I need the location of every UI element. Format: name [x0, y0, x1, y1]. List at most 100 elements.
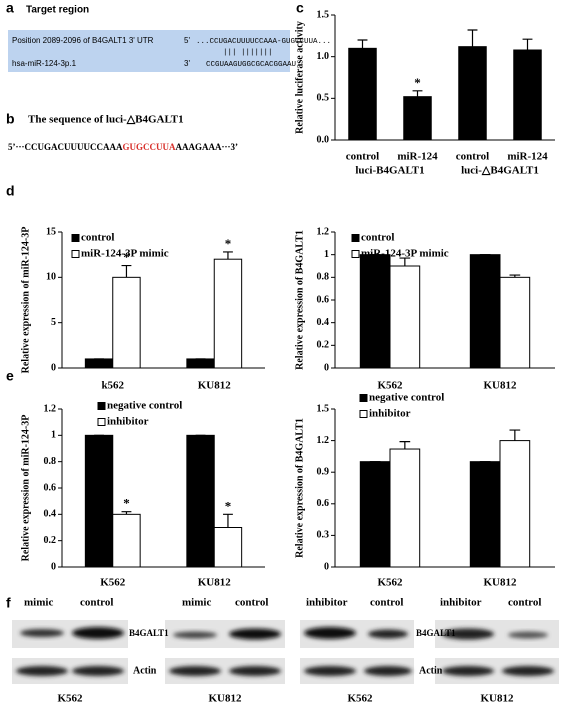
x-tick-label: miR-124 [507, 151, 548, 163]
panel-label: f [6, 595, 11, 611]
y-tick-label: 1.5 [317, 9, 330, 20]
y-tick-label: 1 [324, 249, 329, 260]
legend-label: inhibitor [107, 416, 149, 428]
row-label: Actin [419, 665, 443, 676]
bar [389, 265, 421, 369]
y-tick-label: 1.5 [317, 403, 330, 414]
x-tick-label: k562 [101, 380, 124, 392]
column-label: control [80, 597, 113, 609]
x-tick-label: control [456, 151, 489, 163]
group-label: luci-B4GALT1 [355, 165, 424, 177]
significance: * [414, 75, 421, 90]
error-bar [509, 429, 521, 441]
blot [165, 620, 285, 684]
y-tick-label: 1.2 [317, 226, 330, 237]
panel-label: b [6, 111, 15, 127]
error-bar [522, 38, 533, 50]
bar [112, 276, 141, 369]
error-bar [412, 90, 423, 97]
error-bar [399, 441, 411, 450]
row-label: Actin [133, 665, 157, 676]
y-tick-label: 0.8 [317, 272, 330, 283]
sequence: 5’···CCUGACUUUUCCAAAGUGCCUUAAAAGAAA···3’ [8, 142, 238, 152]
y-tick-label: 1.0 [317, 51, 330, 62]
y-tick-label: 0.2 [317, 340, 330, 351]
blot [435, 620, 559, 684]
legend-label: miR-124-3P mimic [81, 248, 169, 260]
strand-end: 3' [184, 59, 190, 68]
x-tick-label: KU812 [198, 577, 232, 589]
significance: * [225, 498, 232, 513]
y-tick-label: 0.5 [317, 93, 330, 104]
bar [213, 258, 243, 369]
seq-part: AAAGAAA···3’ [176, 142, 239, 152]
alignment-box [8, 30, 290, 72]
bar [84, 358, 114, 369]
error-bar [223, 513, 233, 528]
column-label: mimic [182, 597, 211, 609]
bar [359, 461, 391, 568]
panel-label: a [6, 0, 14, 16]
mirna-seq: CCGUAAGUGGCGCACGGAAU [206, 61, 296, 69]
error-bar [467, 29, 478, 47]
y-tick-label: 1.2 [44, 403, 57, 414]
seq-mutation: GUGCCUUA [123, 142, 176, 152]
y-tick-label: 0.0 [317, 134, 330, 145]
y-tick-label: 0.6 [317, 294, 330, 305]
y-tick-label: 15 [46, 226, 56, 237]
error-bar [509, 274, 521, 278]
cell-label: KU812 [481, 693, 515, 705]
y-tick-label: 1 [51, 430, 56, 441]
y-tick-label: 0.3 [317, 530, 330, 541]
row-label: B4GALT1 [416, 628, 456, 638]
column-label: control [508, 597, 541, 609]
legend-swatch [359, 394, 368, 402]
x-tick-label: miR-124 [397, 151, 438, 163]
error-bar [121, 511, 132, 515]
legend-swatch [351, 234, 360, 242]
legend-swatch [71, 250, 80, 258]
bar [186, 358, 215, 369]
y-tick-label: 0.6 [317, 498, 330, 509]
row-label: B4GALT1 [129, 628, 169, 638]
blot [12, 620, 128, 684]
y-tick-label: 0 [324, 362, 329, 373]
legend-label: negative control [369, 392, 444, 404]
x-tick-label: K562 [377, 577, 403, 589]
bar [186, 434, 215, 568]
y-axis-label: Relative expression of B4GALT1 [294, 230, 305, 370]
column-label: inhibitor [440, 597, 482, 609]
bar [458, 46, 487, 141]
column-label: control [370, 597, 403, 609]
bar [499, 276, 531, 369]
panel-label: d [6, 183, 15, 199]
y-tick-label: 0 [51, 362, 56, 373]
column-label: control [235, 597, 268, 609]
blots [12, 620, 559, 684]
x-tick-label: K562 [377, 380, 403, 392]
panel-label: c [296, 0, 304, 16]
significance: * [123, 250, 130, 265]
error-bar [223, 251, 233, 260]
group-label: luci-△B4GALT1 [461, 165, 539, 177]
y-axis-label: Relative expression of miR-124-3P [20, 415, 31, 562]
y-tick-label: 0.6 [44, 482, 57, 493]
y-tick-label: 0 [51, 561, 56, 572]
x-tick-label: KU812 [484, 577, 518, 589]
pairing: ||| ||||||| [223, 49, 273, 57]
y-tick-label: 10 [46, 272, 56, 283]
x-tick-label: K562 [100, 577, 126, 589]
legend-swatch [97, 402, 106, 410]
x-tick-label: control [346, 151, 379, 163]
cell-label: KU812 [209, 693, 243, 705]
cell-label: K562 [57, 693, 83, 705]
blot [300, 620, 414, 684]
y-tick-label: 0.9 [317, 466, 330, 477]
y-tick-label: 5 [51, 317, 56, 328]
y-axis-label: Relative expression of miR-124-3P [20, 227, 31, 374]
legend-swatch [71, 234, 80, 242]
target-seq: ...CCUGACUUUUCCAAA-GUGCCUUA... [196, 38, 331, 46]
x-tick-label: KU812 [484, 380, 518, 392]
error-bar [121, 264, 132, 278]
